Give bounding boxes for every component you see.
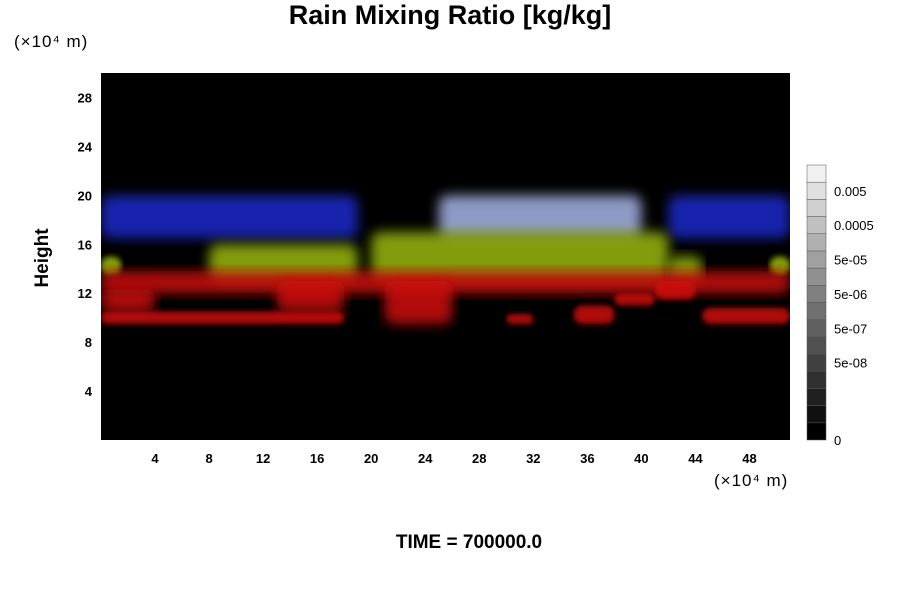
x-tick-label: 4	[151, 451, 159, 466]
field-region-11	[276, 280, 345, 312]
colorbar-cell	[806, 353, 827, 372]
x-tick-label: 12	[256, 451, 270, 466]
field-region-13	[506, 313, 534, 324]
field-region-16	[654, 280, 696, 300]
field-region-3	[101, 256, 122, 275]
x-tick-label: 24	[418, 451, 433, 466]
colorbar-label: 5e-07	[834, 321, 867, 336]
field-region-0	[101, 195, 358, 239]
colorbar-cell	[806, 250, 827, 269]
y-axis-ticks: 4 8 12 16 20 24 28	[78, 90, 93, 399]
colorbar-cell	[806, 199, 827, 217]
colorbar-label: 5e-06	[834, 287, 867, 302]
colorbar-labels: 0.005 0.0005 5e-05 5e-06 5e-07 5e-08 0	[834, 184, 874, 448]
y-tick-label: 20	[78, 188, 92, 203]
y-tick-label: 8	[85, 335, 92, 350]
colorbar-cell	[806, 285, 827, 303]
x-tick-label: 32	[526, 451, 540, 466]
x-tick-label: 40	[634, 451, 648, 466]
field-region-12	[384, 280, 453, 324]
colorbar-cell	[806, 388, 827, 406]
colorbar-label: 0	[834, 433, 841, 448]
field-region-7	[769, 256, 790, 275]
colorbar	[806, 164, 827, 441]
colorbar-cell	[806, 302, 827, 320]
colorbar-label: 0.0005	[834, 218, 874, 233]
y-tick-label: 4	[85, 384, 93, 399]
colorbar-cell	[806, 181, 827, 200]
y-tick-label: 16	[78, 237, 92, 252]
x-tick-label: 8	[205, 451, 212, 466]
x-tick-label: 36	[580, 451, 594, 466]
field-region-14	[573, 305, 615, 324]
field-region-15	[614, 293, 655, 306]
colorbar-cell	[806, 216, 827, 234]
x-tick-label: 48	[742, 451, 756, 466]
colorbar-label: 0.005	[834, 184, 867, 199]
chart-title: Rain Mixing Ratio [kg/kg]	[288, 0, 612, 30]
field-region-2	[438, 195, 642, 239]
colorbar-label: 5e-08	[834, 356, 867, 371]
y-tick-label: 12	[78, 286, 92, 301]
field-region-5	[371, 232, 669, 281]
colorbar-label: 5e-05	[834, 253, 867, 268]
x-tick-label: 20	[364, 451, 378, 466]
colorbar-cell	[806, 422, 827, 441]
x-tick-label: 16	[310, 451, 324, 466]
time-label: TIME = 700000.0	[395, 532, 543, 553]
colorbar-cell	[806, 164, 827, 183]
x-tick-label: 28	[472, 451, 486, 466]
field-region-17	[702, 307, 790, 324]
colorbar-cell	[806, 233, 827, 252]
y-tick-label: 28	[78, 90, 92, 105]
colorbar-cell	[806, 319, 827, 338]
x-axis-unit: (×10⁴ m)	[714, 471, 789, 490]
field-region-10	[101, 311, 345, 324]
x-axis-ticks: 4 8 12 16 20 24 28 32 36 40 44 48	[151, 451, 756, 466]
field-region-1	[668, 195, 790, 239]
y-axis-unit: (×10⁴ m)	[14, 32, 89, 51]
colorbar-cell	[806, 336, 827, 355]
y-axis-label: Height	[32, 228, 53, 288]
field-regions	[101, 195, 790, 324]
y-tick-label: 24	[78, 139, 93, 154]
colorbar-cell	[806, 371, 827, 389]
x-tick-label: 44	[688, 451, 703, 466]
field-region-9	[101, 289, 156, 312]
colorbar-cell	[806, 267, 827, 286]
colorbar-cell	[806, 405, 827, 424]
